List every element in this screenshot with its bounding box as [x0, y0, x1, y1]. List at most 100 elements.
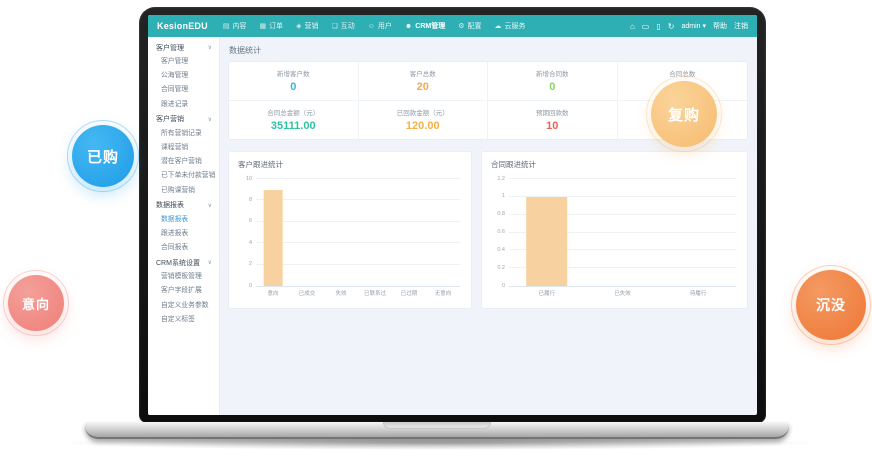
- gear-icon: ⚙: [458, 23, 465, 30]
- gridline: [256, 263, 460, 265]
- laptop-screen: KesionEDU ▤ 内容 ▦ 订单 ◈ 营销 ❏ 互动 ☺ 用户 ☻ CRM管理 ⚙ 配置 ☁ 云服务 ⌂…: [148, 15, 757, 415]
- sidebar-item[interactable]: 自定义业务参数: [161, 301, 209, 309]
- y-tick-label: 10: [245, 175, 252, 182]
- nav-right-icons: ⌂ ▭ ▯ ↻: [630, 22, 675, 31]
- chevron-down-icon: ∨: [207, 116, 212, 123]
- x-tick-label: 待履行: [689, 291, 707, 297]
- sidebar-group-header[interactable]: CRM系统设置 ∨: [148, 255, 219, 270]
- nav-menu: ▤ 内容 ▦ 订单 ◈ 营销 ❏ 互动 ☺ 用户 ☻ CRM管理 ⚙ 配置 ☁ 云服务: [223, 21, 526, 31]
- gridline: [256, 242, 460, 244]
- sidebar-item[interactable]: 合同报表: [161, 244, 189, 252]
- sidebar-item[interactable]: 跟进记录: [161, 100, 189, 108]
- y-tick-label: 0: [501, 282, 505, 289]
- charts-row: 客户跟进统计 0 2 4 6 8 10 意向 已成交 失效 已联系过 已过期 无意向 合同跟进统计 0 0.2…: [228, 151, 748, 309]
- chevron-down-icon: ∨: [207, 202, 212, 209]
- chart-title: 客户跟进统计: [238, 160, 283, 169]
- sidebar-item[interactable]: 客户字段扩展: [161, 287, 202, 295]
- gridline: [256, 199, 460, 201]
- stat-label: 合同总金额（元）: [267, 110, 320, 117]
- content-icon: ▤: [222, 23, 230, 30]
- user-menu[interactable]: admin ▾: [681, 22, 706, 30]
- nav-item-label: 配置: [467, 23, 482, 30]
- x-tick-label: 已联系过: [363, 291, 387, 297]
- bar[interactable]: [263, 189, 283, 286]
- tag-icon: ◈: [296, 23, 302, 30]
- nav-item-cloud[interactable]: ☁ 云服务: [495, 21, 526, 31]
- sidebar-item[interactable]: 合同管理: [161, 86, 189, 94]
- customer-followup-chart: 客户跟进统计 0 2 4 6 8 10 意向 已成交 失效 已联系过 已过期 无意向: [228, 151, 472, 309]
- stat-cell: 新增合同数 0: [488, 62, 618, 101]
- app-logo[interactable]: KesionEDU: [157, 21, 208, 31]
- x-tick-label: 已过期: [400, 291, 418, 297]
- stat-label: 客户总数: [409, 71, 436, 78]
- sidebar-item[interactable]: 客户管理: [161, 58, 189, 65]
- bar[interactable]: [526, 196, 568, 286]
- sidebar-item[interactable]: 已下单未付款营销: [161, 172, 216, 180]
- sidebar: 客户管理 ∨ 客户管理 公海管理 合同管理 跟进记录 客户营销 ∨ 所有营销记录 课程营销 潜在客户…: [148, 37, 220, 415]
- nav-item-label: 订单: [269, 23, 284, 30]
- stat-label: 已回款金额（元）: [396, 110, 449, 117]
- nav-item-label: CRM管理: [415, 23, 446, 30]
- sidebar-item[interactable]: 已购课营销: [161, 186, 195, 194]
- sidebar-item[interactable]: 所有营销记录: [161, 129, 202, 137]
- chart-title: 合同跟进统计: [491, 160, 536, 169]
- stat-cell: 已回款金额（元） 120.00: [359, 101, 488, 139]
- nav-item-orders[interactable]: ▦ 订单: [259, 21, 283, 31]
- sidebar-item[interactable]: 潜在客户营销: [161, 158, 202, 166]
- x-tick-label: 意向: [267, 291, 279, 297]
- bubble-repurchase-ring: 复购: [646, 76, 722, 152]
- y-tick-label: 0.6: [497, 228, 505, 235]
- y-tick-label: 8: [248, 196, 252, 203]
- monitor-icon[interactable]: ▭: [641, 21, 650, 31]
- screen-body: 客户管理 ∨ 客户管理 公海管理 合同管理 跟进记录 客户营销 ∨ 所有营销记录 课程营销 潜在客户…: [148, 37, 757, 415]
- nav-item-users[interactable]: ☺ 用户: [368, 21, 392, 31]
- nav-item-crm[interactable]: ☻ CRM管理: [405, 21, 445, 31]
- bubble-purchased: 已购: [72, 125, 134, 187]
- x-tick-label: 已履行: [538, 291, 556, 297]
- stat-label: 预期回款数: [536, 110, 569, 117]
- sidebar-group-header[interactable]: 客户营销 ∨: [148, 112, 219, 127]
- gridline: [509, 231, 736, 233]
- sidebar-group-label: 客户管理: [156, 44, 184, 52]
- y-tick-label: 0.2: [497, 264, 505, 271]
- refresh-icon[interactable]: ↻: [667, 21, 675, 31]
- section-title: 数据统计: [229, 46, 261, 55]
- order-icon: ▦: [259, 23, 267, 30]
- nav-link-0[interactable]: 帮助: [713, 23, 727, 30]
- nav-item-config[interactable]: ⚙ 配置: [458, 21, 481, 31]
- chart-plot: 0 2 4 6 8 10 意向 已成交 失效 已联系过 已过期 无意向: [246, 176, 460, 297]
- nav-item-interaction[interactable]: ❏ 互动: [331, 21, 354, 31]
- nav-item-label: 云服务: [504, 23, 526, 30]
- sidebar-item[interactable]: 课程营销: [161, 143, 189, 151]
- stat-value: 0: [549, 81, 556, 93]
- y-tick-label: 4: [248, 239, 252, 246]
- sidebar-item[interactable]: 自定义标签: [161, 315, 195, 323]
- chevron-down-icon: ∨: [207, 260, 212, 267]
- sidebar-group-header[interactable]: 客户管理 ∨: [148, 40, 219, 55]
- stat-label: 新增合同数: [536, 71, 569, 78]
- stat-label: 合同总数: [669, 71, 696, 78]
- sidebar-item[interactable]: 数据报表: [161, 215, 189, 223]
- sidebar-item[interactable]: 营销模板管理: [161, 273, 202, 281]
- username: admin: [681, 23, 701, 30]
- nav-item-label: 互动: [340, 23, 355, 30]
- home-icon[interactable]: ⌂: [629, 21, 635, 31]
- main-content: 数据统计 新增客户数 0 客户总数 20 新增合同数 0 合同总数 合同总金额（元） 35111…: [220, 37, 757, 415]
- sidebar-item[interactable]: 跟进报表: [161, 229, 189, 237]
- sidebar-group-header[interactable]: 数据报表 ∨: [148, 198, 219, 213]
- x-tick-label: 无意向: [434, 291, 452, 297]
- x-tick-label: 已失效: [614, 291, 631, 297]
- bubble-repurchase: 复购: [651, 81, 717, 147]
- nav-link-1[interactable]: 注销: [734, 23, 748, 30]
- stat-cell: 预期回款数 10: [488, 101, 618, 139]
- sidebar-item[interactable]: 公海管理: [161, 72, 189, 80]
- bubble-sunk: 沉没: [796, 270, 866, 340]
- gridline: [256, 220, 460, 222]
- bubble-sunk-ring: 沉没: [791, 265, 871, 345]
- nav-item-marketing[interactable]: ◈ 营销: [296, 21, 318, 31]
- nav-item-label: 内容: [232, 23, 247, 30]
- stat-value: 10: [546, 120, 559, 132]
- nav-item-content[interactable]: ▤ 内容: [223, 21, 247, 31]
- mobile-icon[interactable]: ▯: [656, 21, 661, 31]
- laptop-shadow: [55, 436, 819, 450]
